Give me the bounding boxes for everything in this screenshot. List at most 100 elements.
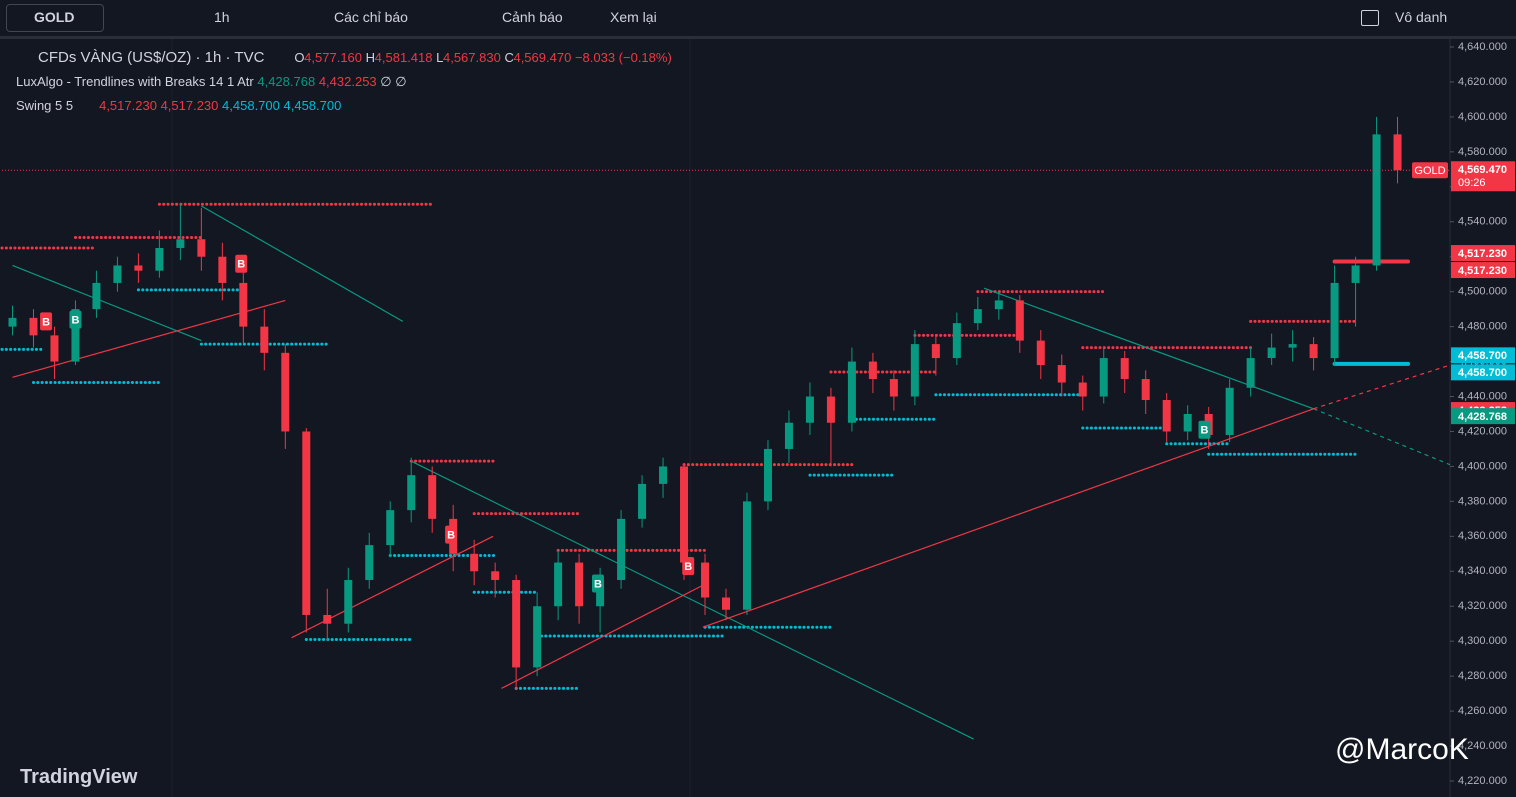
signal-box: [40, 312, 53, 331]
indicators[interactable]: Các chỉ báo: [334, 9, 408, 25]
symbol-tag-box: [1412, 162, 1448, 179]
candle-body: [1141, 379, 1150, 401]
signal-box: [445, 525, 458, 544]
candle-body: [868, 361, 877, 380]
ind-value: 4,458.700: [222, 98, 280, 113]
candle-body: [239, 282, 248, 327]
ohlc-key: O: [294, 50, 305, 65]
price-label-box: [1451, 408, 1515, 425]
signal-label: B: [237, 259, 245, 271]
candle-body: [1162, 400, 1171, 432]
candle-body: [71, 309, 80, 362]
toolbar: GOLD 1h Các chỉ báo Cảnh báo Xem lại Vô …: [0, 0, 1516, 39]
symbol-tag: GOLD: [1414, 165, 1445, 177]
price-label-box: [1451, 364, 1515, 381]
y-tick-label: 4,580.000: [1458, 146, 1507, 158]
candle-body: [784, 422, 793, 449]
checkbox[interactable]: [1361, 10, 1379, 26]
trendline: [201, 205, 404, 322]
y-tick-label: 4,480.000: [1458, 321, 1507, 333]
candle-body: [1330, 282, 1339, 359]
price-label-box: [1451, 262, 1515, 279]
candle-body: [952, 323, 961, 359]
ohlc: O 4,577.160 H 4,581.418 L 4,567.830 C 4,…: [294, 50, 575, 65]
signal-label: B: [42, 316, 50, 328]
candle-body: [281, 352, 290, 432]
candle-body: [176, 239, 185, 248]
candle-body: [428, 475, 437, 519]
ind-value: 4,517.230: [160, 98, 219, 113]
candle-body: [1036, 340, 1045, 366]
signal-label: B: [447, 529, 455, 541]
ohlc-key: H: [365, 50, 376, 65]
candle-body: [847, 361, 856, 423]
symbol-search[interactable]: [6, 4, 104, 32]
candle-body: [1246, 358, 1255, 388]
trendline: [410, 460, 974, 740]
trendline: [1313, 408, 1451, 466]
candle-body: [910, 344, 919, 397]
trendline: [1313, 364, 1451, 410]
replay[interactable]: Xem lại: [610, 9, 657, 25]
candle-body: [29, 317, 38, 336]
y-tick-label: 4,420.000: [1458, 425, 1507, 437]
y-tick-label: 4,240.000: [1458, 740, 1507, 752]
signal-label: B: [71, 315, 79, 327]
ind-value: 4,428.768: [257, 74, 316, 89]
candle-body: [617, 518, 626, 581]
candle-body: [742, 501, 751, 610]
y-tick-label: 4,360.000: [1458, 530, 1507, 542]
candle-body: [638, 483, 647, 519]
signal-label: B: [594, 578, 602, 590]
ohlc-value: 4,577.160: [304, 50, 363, 65]
candle-body: [344, 580, 353, 624]
candle-body: [407, 475, 416, 511]
candle-body: [1099, 358, 1108, 397]
candle-body: [659, 466, 668, 484]
signal-box: [235, 254, 248, 273]
signal-label: B: [1200, 425, 1208, 437]
candle-body: [323, 614, 332, 624]
candle-body: [973, 309, 982, 324]
signal-label: B: [684, 561, 692, 573]
price-label: 4,517.230: [1458, 248, 1507, 260]
ind-name: Swing 5 5: [16, 98, 74, 113]
y-tick-label: 4,640.000: [1458, 41, 1507, 53]
ind-value: 4,517.230: [99, 98, 157, 113]
y-tick-label: 4,340.000: [1458, 565, 1507, 577]
y-tick-label: 4,440.000: [1458, 390, 1507, 402]
candle-body: [1225, 387, 1234, 435]
candle-body: [302, 431, 311, 615]
symbol-title: CFDs VÀNG (US$/OZ) · 1h · TVC: [38, 49, 265, 66]
legend-main: CFDs VÀNG (US$/OZ) · 1h · TVC O 4,577.160…: [16, 46, 672, 70]
trendline: [501, 584, 704, 689]
last-price-box: [1451, 161, 1515, 192]
countdown: 09:26: [1458, 177, 1486, 189]
candle-body: [680, 466, 689, 563]
candle-body: [763, 448, 772, 502]
candle-body: [491, 571, 500, 581]
candle-body: [113, 265, 122, 283]
candle-body: [596, 580, 605, 607]
ind-value: ∅ ∅: [380, 74, 407, 89]
y-tick-label: 4,280.000: [1458, 670, 1507, 682]
y-tick-label: 4,380.000: [1458, 495, 1507, 507]
trendline: [702, 408, 1314, 628]
candle-body: [218, 256, 227, 283]
alerts[interactable]: Cảnh báo: [502, 9, 563, 25]
candle-body: [1183, 414, 1192, 432]
candle-body: [533, 606, 542, 668]
candle-body: [1078, 382, 1087, 397]
layout-name[interactable]: Vô danh: [1395, 9, 1448, 25]
legend-ind2: Swing 5 5 4,517.230 4,517.230 4,458.700 4…: [16, 94, 672, 118]
candle-body: [470, 553, 479, 572]
y-tick-label: 4,220.000: [1458, 775, 1507, 787]
y-tick-label: 4,260.000: [1458, 705, 1507, 717]
candle-body: [1288, 344, 1297, 348]
candle-body: [575, 562, 584, 607]
symbol[interactable]: GOLD: [34, 9, 75, 25]
interval[interactable]: 1h: [214, 9, 230, 25]
ind-name: LuxAlgo - Trendlines with Breaks 14 1 At…: [16, 74, 254, 89]
candle-body: [260, 326, 269, 353]
